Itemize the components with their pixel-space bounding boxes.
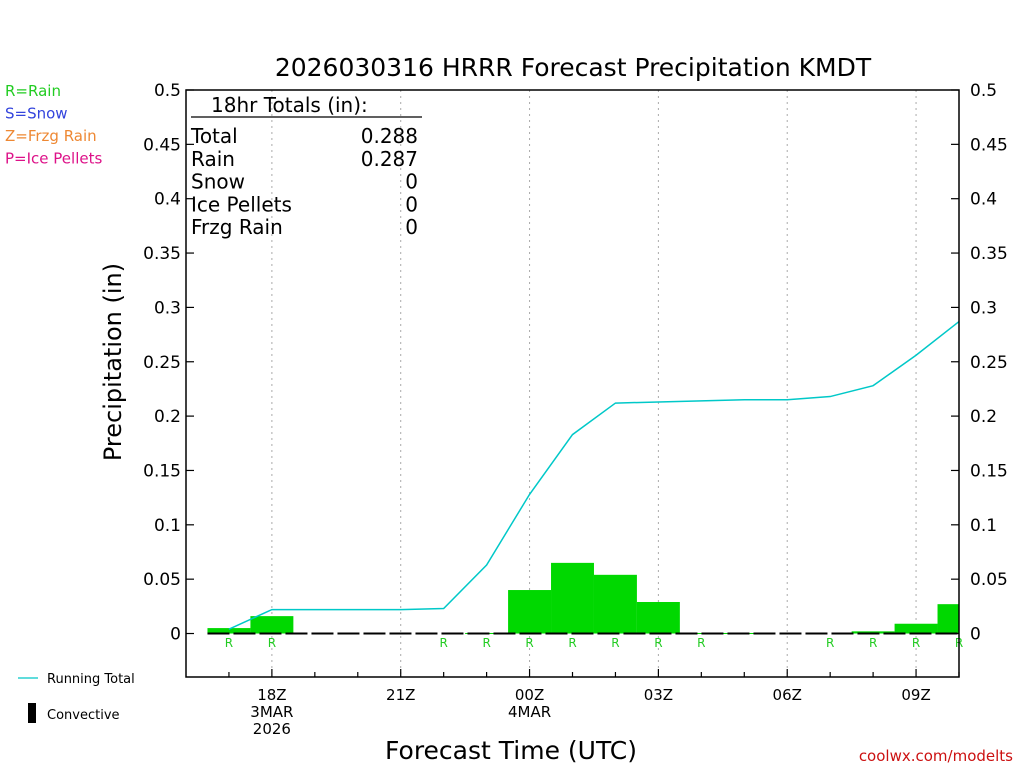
rain-bar (894, 623, 938, 634)
totals-row-label: Total (190, 124, 238, 148)
x-tick-label: 3MAR (250, 703, 293, 721)
precip-type-marker: R (225, 636, 233, 650)
precip-type-marker: R (268, 636, 276, 650)
rain-bar (508, 590, 552, 634)
type-legend-item: P=Ice Pellets (5, 150, 102, 168)
y-tick-label-left: 0.05 (143, 570, 181, 590)
y-tick-label-left: 0.4 (154, 190, 181, 210)
rain-bar (851, 631, 895, 634)
precip-type-marker: R (826, 636, 834, 650)
precip-type-marker: R (869, 636, 877, 650)
chart-title: 2026030316 HRRR Forecast Precipitation K… (275, 53, 872, 82)
totals-row-label: Rain (191, 147, 235, 171)
x-tick-label: 18Z (257, 686, 286, 704)
totals-heading: 18hr Totals (in): (211, 93, 368, 117)
y-axis-left: 0 0.05 0.1 0.15 0.2 0.25 0.3 0.35 0.4 0.45 0.5 (143, 81, 194, 645)
type-legend-item: R=Rain (5, 82, 61, 100)
x-tick-label: 2026 (253, 720, 291, 738)
precip-type-marker: R (654, 636, 662, 650)
y-axis-label: Precipitation (in) (99, 263, 127, 461)
running-total-legend-label: Running Total (47, 672, 135, 687)
precip-type-marker: R (568, 636, 576, 650)
totals-row-label: Snow (191, 170, 245, 194)
totals-row-label: Ice Pellets (191, 192, 292, 216)
x-tick-label: 09Z (901, 686, 930, 704)
x-tick-label: 00Z (515, 686, 544, 704)
totals-row-value: 0 (405, 215, 418, 239)
convective-legend-label: Convective (47, 708, 120, 723)
y-tick-label-right: 0.45 (970, 135, 1008, 155)
y-tick-label-right: 0.35 (970, 244, 1008, 264)
grid-lines (271, 90, 917, 677)
precip-type-legend: R=Rain S=Snow Z=Frzg Rain P=Ice Pellets (5, 82, 102, 168)
y-tick-label-left: 0.5 (154, 81, 181, 101)
precip-type-marker: R (482, 636, 490, 650)
y-tick-label-left: 0.25 (143, 353, 181, 373)
x-tick-label: 4MAR (508, 703, 551, 721)
y-tick-label-left: 0.15 (143, 461, 181, 481)
rain-bar (207, 628, 251, 634)
totals-box: 18hr Totals (in): Total 0.288 Rain 0.287 Sno… (190, 93, 422, 239)
y-tick-label-left: 0.45 (143, 135, 181, 155)
precip-type-marker: R (912, 636, 920, 650)
y-axis-right: 0 0.05 0.1 0.15 0.2 0.25 0.3 0.35 0.4 0.45 0.5 (951, 81, 1008, 645)
totals-row-value: 0.287 (361, 147, 418, 171)
bars (207, 562, 959, 634)
y-tick-label-left: 0.3 (154, 298, 181, 318)
precip-type-marker: R (611, 636, 619, 650)
precip-type-marker: R (525, 636, 533, 650)
y-tick-label-right: 0.1 (970, 516, 997, 536)
y-tick-label-left: 0.35 (143, 244, 181, 264)
y-tick-label-right: 0.25 (970, 353, 1008, 373)
totals-rows: Total 0.288 Rain 0.287 Snow 0 Ice Pellets 0 Frzg… (190, 124, 418, 239)
x-tick-label: 03Z (644, 686, 673, 704)
y-tick-label-right: 0.2 (970, 407, 997, 427)
y-tick-label-right: 0 (970, 625, 981, 645)
rain-bar (636, 601, 680, 634)
x-tick-label: 21Z (386, 686, 415, 704)
y-tick-label-left: 0 (170, 625, 181, 645)
y-tick-label-right: 0.5 (970, 81, 997, 101)
y-tick-label-left: 0.2 (154, 407, 181, 427)
totals-row-label: Frzg Rain (191, 215, 283, 239)
precip-type-marker: R (697, 636, 705, 650)
y-tick-label-right: 0.05 (970, 570, 1008, 590)
rain-bar (679, 632, 723, 634)
y-tick-label-right: 0.4 (970, 190, 997, 210)
y-tick-label-left: 0.1 (154, 516, 181, 536)
totals-row-value: 0 (405, 170, 418, 194)
y-tick-label-right: 0.15 (970, 461, 1008, 481)
site-credit: coolwx.com/modelts (859, 747, 1013, 765)
x-axis-label: Forecast Time (UTC) (385, 736, 637, 765)
rain-bar (250, 616, 294, 634)
type-legend-item: S=Snow (5, 105, 68, 123)
precip-type-marker: R (439, 636, 447, 650)
y-tick-label-right: 0.3 (970, 298, 997, 318)
type-legend-item: Z=Frzg Rain (5, 127, 97, 145)
convective-swatch (28, 703, 36, 723)
rain-bar (937, 604, 959, 634)
totals-row-value: 0 (405, 192, 418, 216)
running-total-line (228, 320, 960, 630)
rain-bar (551, 562, 594, 634)
totals-row-value: 0.288 (361, 124, 418, 148)
rain-bar (593, 574, 637, 634)
line-legend: Running Total Convective (18, 672, 135, 723)
x-tick-label: 06Z (773, 686, 802, 704)
